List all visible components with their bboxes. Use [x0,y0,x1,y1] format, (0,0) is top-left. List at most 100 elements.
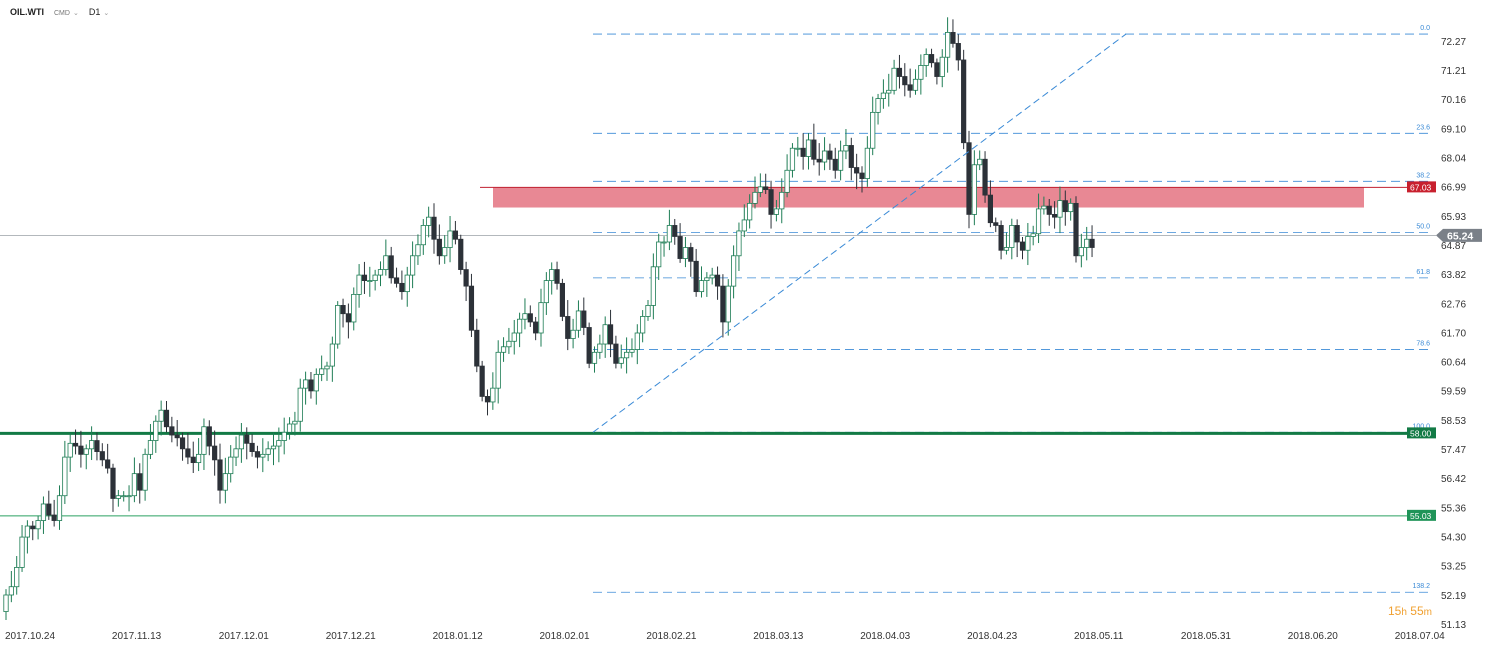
x-tick-label: 2017.12.21 [326,631,376,642]
bearish-candle [811,123,817,166]
interval-selector[interactable]: D1 ⌄ [89,7,109,17]
bullish-candle [864,136,870,187]
candle-body [388,255,394,279]
bullish-candle [56,485,63,530]
bullish-candle [1009,218,1015,260]
bearish-candle [955,34,961,71]
candle-body [613,343,619,364]
bullish-candle [500,337,507,362]
bearish-candle [72,429,79,455]
x-tick-label: 2018.03.13 [753,631,803,642]
bearish-candle [816,143,822,176]
bearish-candle [1073,196,1079,263]
bearish-candle [78,430,84,468]
candle-body [153,420,159,441]
bullish-candle [442,235,448,264]
candle-body [923,54,929,66]
bearish-candle [607,309,614,358]
bullish-candle [426,206,432,238]
bullish-candle [292,411,298,436]
candle-body [169,426,175,436]
bullish-candle [618,344,624,369]
bullish-candle [286,417,293,440]
candle-body [945,31,951,58]
candle-body [800,147,806,157]
candle-body [372,274,378,282]
candle-body [747,202,753,221]
bullish-candle [490,372,496,410]
bearish-candle [399,270,405,300]
candle-body [896,67,903,77]
chart-toolbar: OIL.WTI CMD ⌄ D1 ⌄ [10,7,109,17]
chevron-down-icon: ⌄ [72,10,79,17]
candle-body [864,147,870,179]
price-tags: 67.03 58.00 55.03 65.24 [1407,181,1482,521]
candle-body [581,310,587,328]
bearish-candle [907,68,913,98]
bullish-candle [195,438,202,472]
candle-body [714,274,721,287]
bearish-candle [1046,198,1052,226]
y-tick-label: 53.25 [1441,562,1466,573]
bullish-candle [83,444,89,470]
fib-level-label: 50.0 [1416,223,1430,230]
candle-body [217,459,223,491]
candle-body [474,329,480,367]
candle-body [752,191,758,204]
bearish-candle [463,261,469,302]
price-tag-label: 67.03 [1410,182,1432,192]
candle-body [912,78,919,91]
candle-body [618,357,624,364]
source-selector[interactable]: CMD ⌄ [54,7,79,17]
bullish-candle [821,137,828,171]
x-tick-label: 2017.11.13 [112,631,162,642]
bearish-candle [768,180,774,229]
bearish-candle [163,400,170,433]
candle-body [238,434,244,450]
bearish-candle [190,441,196,473]
bearish-candle [559,278,566,322]
candle-body [463,269,469,287]
candle-body [83,448,89,455]
candle-body [987,194,994,224]
candle-body [442,247,448,257]
candle-body [351,293,357,323]
candle-body [1014,225,1020,243]
candle-body [286,423,293,433]
bearish-candle [586,322,592,369]
candle-body [254,451,261,458]
candle-body [319,368,325,375]
bearish-candle [169,416,175,443]
symbol-label[interactable]: OIL.WTI [10,7,44,17]
bearish-candle [848,137,854,181]
candle-body [1019,241,1026,251]
candle-body [46,503,52,516]
bearish-candle [431,203,437,254]
candle-body [522,313,528,320]
bearish-candle [928,48,935,68]
candle-body [918,65,924,80]
candle-body [907,84,913,91]
bullish-candle [575,300,582,338]
resistance-zone [493,187,1364,208]
bearish-candle [533,316,539,341]
bearish-candle [388,246,394,284]
x-tick-label: 2017.12.01 [219,631,269,642]
bullish-candle [661,236,667,257]
candle-body [14,567,20,588]
bullish-candle [158,400,164,436]
candle-body [292,420,298,425]
candle-body [147,440,154,455]
candle-body [500,346,507,353]
bearish-candle [966,130,972,229]
bullish-candle [682,236,689,268]
bearish-candle [763,173,769,195]
y-tick-label: 59.59 [1441,387,1466,398]
bearish-candle [345,303,352,339]
bullish-candle [517,312,523,348]
candle-body [1057,200,1063,218]
candle-body [340,305,346,315]
bullish-candle [1084,226,1090,261]
candle-body [586,327,592,364]
